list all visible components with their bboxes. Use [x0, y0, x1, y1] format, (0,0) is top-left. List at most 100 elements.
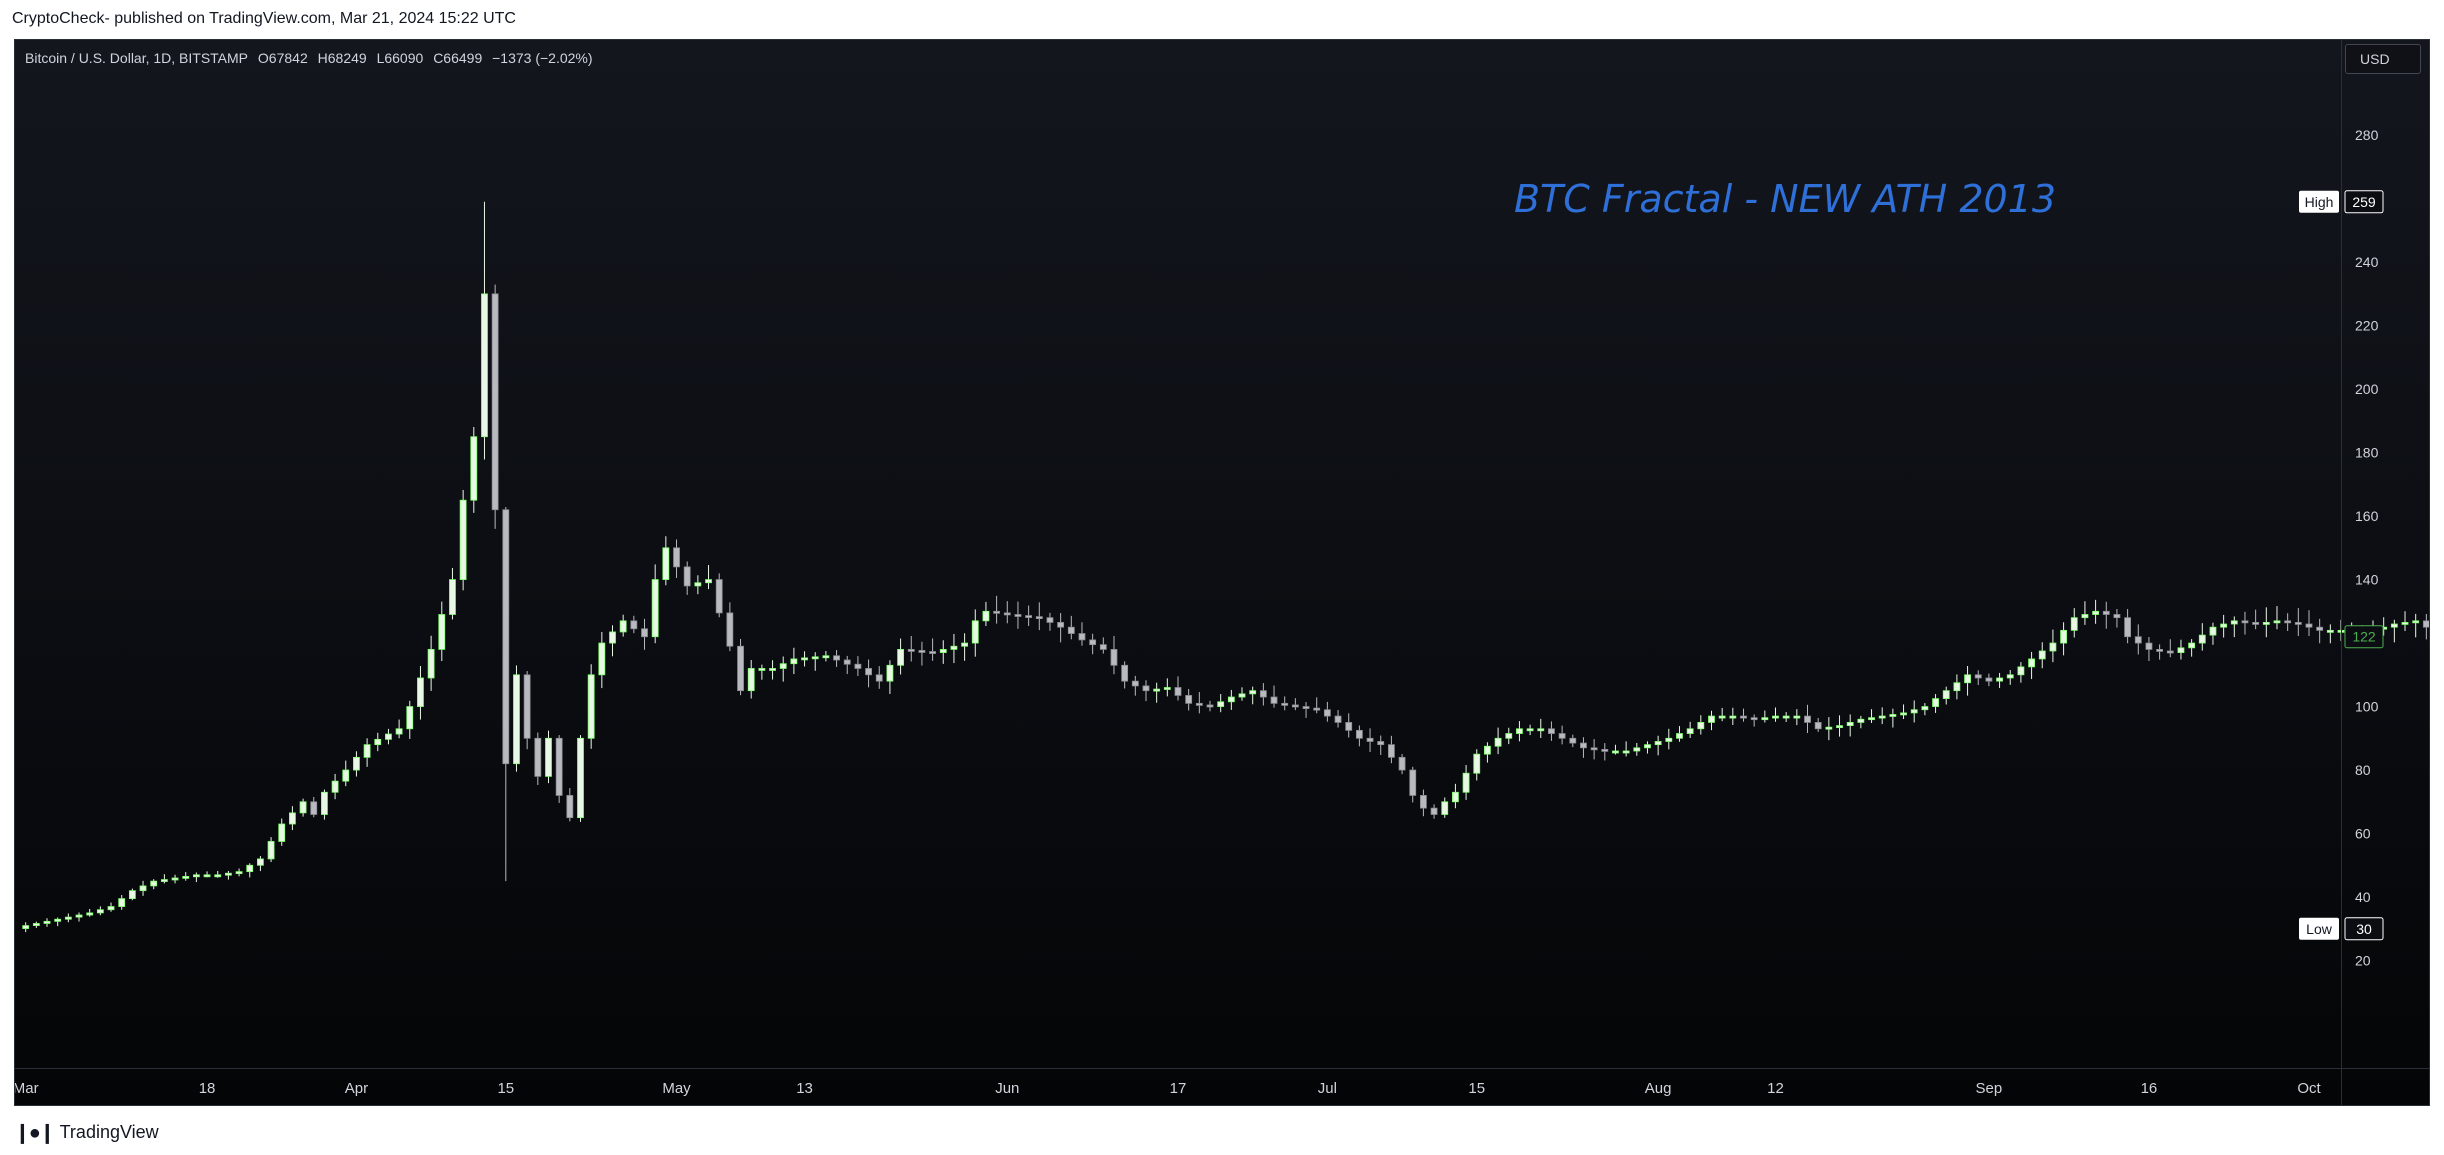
- candle-body: [907, 649, 915, 652]
- candle-body: [630, 620, 638, 630]
- y-tick-label: 40: [2355, 889, 2371, 905]
- candles: [22, 201, 2429, 933]
- candle-body: [1089, 639, 1097, 646]
- candle-body: [1270, 696, 1278, 704]
- x-tick-label: 18: [199, 1080, 216, 1097]
- candle-body: [1409, 769, 1417, 796]
- candle-body: [2166, 650, 2174, 654]
- candle-body: [1217, 701, 1225, 707]
- candle-body: [1153, 688, 1161, 692]
- candle-body: [2188, 642, 2196, 649]
- candle-body: [438, 614, 446, 650]
- candle-body: [2422, 620, 2429, 628]
- candle-body: [1238, 693, 1246, 698]
- candle-body: [75, 914, 83, 918]
- candle-body: [289, 812, 296, 825]
- candle-body: [1740, 715, 1747, 719]
- candle-body: [1494, 737, 1502, 747]
- candle-body: [2326, 629, 2334, 633]
- candle-body: [1644, 744, 1651, 749]
- candle-body: [1633, 747, 1641, 752]
- candle-body: [2038, 650, 2046, 660]
- candle-body: [1697, 722, 1705, 730]
- candle-body: [993, 610, 1001, 614]
- y-tick-label: 100: [2355, 699, 2379, 715]
- candle-body: [641, 628, 648, 638]
- candle-body: [758, 668, 766, 671]
- ohlc-low: L66090: [376, 50, 424, 66]
- candle-body: [1420, 795, 1427, 809]
- candle-body: [2017, 666, 2025, 676]
- candle-body: [1014, 614, 1022, 617]
- candle-body: [1612, 750, 1619, 754]
- candle-body: [1537, 728, 1545, 732]
- candle-body: [726, 612, 734, 647]
- candle-body: [1473, 753, 1481, 774]
- candle-body: [1921, 706, 1929, 711]
- candle-body: [1580, 742, 1587, 749]
- candle-body: [1825, 726, 1833, 730]
- candle-body: [982, 610, 990, 622]
- candle-body: [2070, 617, 2078, 631]
- candle-body: [513, 674, 520, 765]
- y-tick-label: 280: [2355, 127, 2379, 143]
- candle-body: [1313, 707, 1321, 711]
- candle-body: [32, 923, 40, 926]
- candlestick-chart[interactable]: BTC Fractal - NEW ATH 201320406080100120…: [15, 40, 2430, 1106]
- candle-body: [1601, 749, 1609, 752]
- candle-body: [374, 738, 382, 746]
- candle-body: [1441, 801, 1449, 815]
- candle-body: [705, 579, 712, 584]
- candle-body: [737, 645, 744, 692]
- candle-body: [2124, 617, 2132, 638]
- candle-body: [1174, 687, 1182, 696]
- candle-body: [1099, 644, 1107, 650]
- candle-body: [1878, 715, 1886, 719]
- candle-body: [545, 737, 552, 777]
- high-marker-tag: [2299, 190, 2339, 213]
- candle-body: [459, 499, 467, 580]
- candle-body: [1654, 741, 1662, 746]
- candle-body: [1249, 690, 1257, 695]
- candle-body: [2273, 620, 2281, 624]
- candle-body: [1996, 677, 2003, 682]
- candle-body: [961, 642, 969, 647]
- candle-body: [481, 293, 488, 438]
- candle-body: [1964, 674, 1971, 684]
- candle-body: [1558, 733, 1566, 739]
- x-tick-label: 16: [2141, 1080, 2158, 1097]
- candle-body: [598, 642, 606, 676]
- candle-body: [929, 651, 936, 654]
- candle-body: [2145, 642, 2153, 650]
- candle-body: [2198, 634, 2206, 644]
- candle-body: [86, 912, 94, 916]
- currency-button[interactable]: USD: [2345, 44, 2421, 74]
- last-price-box: [2344, 625, 2384, 649]
- candle-body: [1526, 728, 1534, 732]
- candle-body: [1398, 756, 1406, 771]
- candle-body: [534, 737, 542, 777]
- candle-body: [609, 631, 616, 644]
- candle-body: [1185, 695, 1193, 704]
- candle-body: [2262, 622, 2270, 625]
- candle-body: [1366, 737, 1374, 742]
- candle-body: [1462, 772, 1470, 793]
- candle-body: [246, 864, 254, 873]
- chart-area[interactable]: BTC Fractal - NEW ATH 201320406080100120…: [14, 39, 2430, 1106]
- candle-body: [214, 874, 222, 878]
- candle-body: [2134, 636, 2142, 644]
- candle-body: [2230, 620, 2238, 625]
- candle-body: [363, 744, 371, 758]
- candle-body: [1110, 649, 1118, 666]
- tradingview-logo: ❙●❙ TradingView: [14, 1120, 159, 1145]
- candle-body: [779, 663, 787, 669]
- candle-body: [2060, 629, 2067, 644]
- candle-body: [2390, 623, 2398, 628]
- candle-body: [897, 649, 904, 666]
- candle-body: [2241, 620, 2249, 624]
- candle-body: [1259, 690, 1267, 698]
- candle-body: [822, 655, 830, 659]
- candle-body: [2049, 642, 2057, 652]
- candle-body: [2102, 610, 2110, 615]
- x-tick-label: 13: [796, 1080, 813, 1097]
